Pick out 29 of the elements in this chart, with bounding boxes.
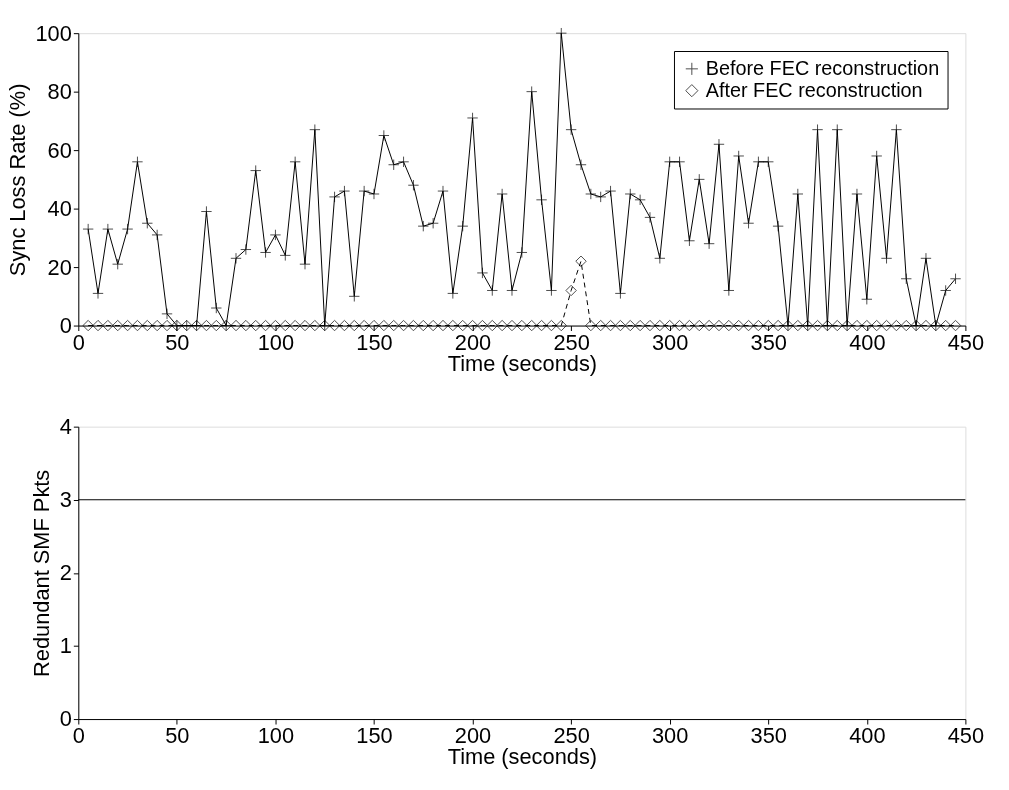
x-tick-label: 50 xyxy=(165,329,190,355)
y-tick-label: 0 xyxy=(59,313,72,338)
x-tick-label: 50 xyxy=(165,723,190,749)
y-tick-label: 100 xyxy=(35,20,72,46)
x-tick-label: 150 xyxy=(356,329,393,355)
x-tick-label: 400 xyxy=(849,329,886,355)
x-tick-label: 350 xyxy=(750,723,787,749)
y-tick-label: 3 xyxy=(59,487,72,513)
y-tick-label: 1 xyxy=(59,633,72,659)
x-tick-label: 100 xyxy=(257,723,295,749)
x-tick-label: 450 xyxy=(947,723,985,749)
y-tick-label: 4 xyxy=(59,414,72,440)
y-tick-label: 80 xyxy=(47,79,72,105)
y-tick-label: 60 xyxy=(47,137,72,163)
x-tick-label: 300 xyxy=(652,329,689,355)
y-tick-label: 0 xyxy=(59,706,72,732)
y-tick-label: 40 xyxy=(47,196,72,222)
y-tick-label: 2 xyxy=(59,560,72,586)
x-tick-label: 300 xyxy=(652,723,689,749)
y-axis-title: Sync Loss Rate (%) xyxy=(4,83,30,277)
x-tick-label: 350 xyxy=(750,329,787,355)
x-tick-label: 100 xyxy=(257,329,295,355)
legend-label: Before FEC reconstruction xyxy=(705,56,940,79)
x-tick-label: 400 xyxy=(849,723,886,749)
x-tick-label: 150 xyxy=(356,723,393,749)
y-axis-title: Redundant SMF Pkts xyxy=(28,469,54,677)
x-tick-label: 450 xyxy=(947,329,985,355)
y-tick-label: 20 xyxy=(47,254,72,280)
legend-label: After FEC reconstruction xyxy=(705,78,923,101)
